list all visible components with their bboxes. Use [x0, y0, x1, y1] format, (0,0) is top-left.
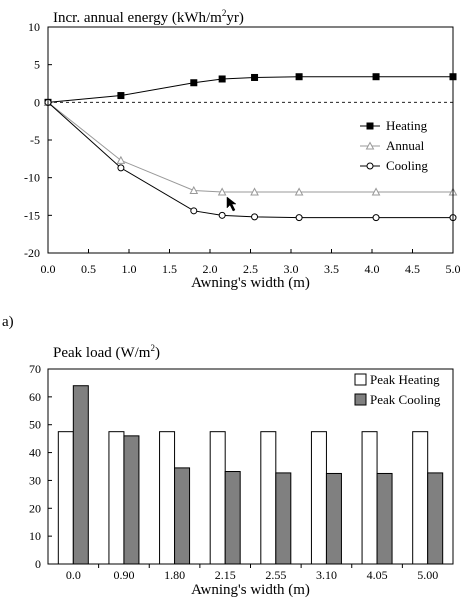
x-tick-label: 4.0: [365, 262, 380, 276]
x-tick-label: 0.0: [41, 262, 56, 276]
category-label: 5.00: [417, 568, 438, 582]
x-tick-label: 2.5: [243, 262, 258, 276]
cooling-data-point: [218, 211, 226, 219]
y-tick-label: 0: [35, 557, 41, 571]
cooling-series-line: [47, 101, 453, 219]
heating-data-point: [372, 73, 380, 81]
category-label: 0.90: [113, 568, 134, 582]
y-tick-label: -15: [24, 208, 40, 222]
heating-legend-label: Heating: [386, 118, 428, 133]
annual-data-point: [371, 187, 381, 196]
peak-heating-bar: [260, 431, 277, 565]
annual-series-line: [47, 101, 453, 193]
y-tick-label: 50: [29, 418, 41, 432]
peak-cooling-legend-swatch: [354, 393, 367, 406]
y-tick-label: 5: [34, 58, 40, 72]
cooling-data-point: [251, 213, 259, 221]
peak-cooling-bar: [224, 471, 241, 565]
cursor-arrow-icon: [226, 196, 237, 212]
heating-data-point: [117, 92, 125, 100]
y-tick-label: 0: [34, 95, 40, 109]
peak-load-bar-chart: Peak load (W/m2) 70 60 50 40 30 20 10 0 0.0 0.90…: [29, 343, 454, 598]
x-tick-label: 3.0: [284, 262, 299, 276]
peak-heating-bar: [412, 431, 429, 565]
y-tick-label: -20: [24, 246, 40, 260]
annual-data-point: [294, 187, 304, 196]
peak-cooling-bar: [275, 472, 292, 565]
y-tick-label: 60: [29, 390, 41, 404]
peak-cooling-bar: [72, 385, 89, 565]
energy-line-chart: Incr. annual energy (kWh/m2yr) 1050-5-10…: [0, 0, 461, 510]
heating-data-point: [295, 73, 303, 81]
peak-cooling-bar: [325, 472, 342, 565]
peak-chart-title: Peak load (W/m2): [53, 343, 160, 361]
x-tick-label: 1.0: [122, 262, 137, 276]
x-tick-label: 3.5: [324, 262, 339, 276]
annual-data-point: [217, 187, 227, 196]
peak-heating-legend-label: Peak Heating: [370, 372, 440, 387]
heating-data-point: [218, 75, 226, 83]
annual-legend-marker: [365, 141, 375, 150]
annual-data-point: [189, 185, 199, 194]
x-tick-label: 2.0: [203, 262, 218, 276]
y-tick-label: 40: [29, 446, 41, 460]
peak-plot-frame: [47, 368, 454, 565]
peak-heating-bar: [361, 431, 378, 565]
heating-data-point: [251, 73, 259, 81]
annual-data-point: [116, 155, 126, 164]
category-label: 1.80: [164, 568, 185, 582]
peak-heating-bar: [209, 431, 226, 565]
category-label: 4.05: [367, 568, 388, 582]
peak-heating-bar: [159, 431, 176, 565]
y-tick-label: -5: [30, 133, 40, 147]
heating-legend-marker: [366, 122, 374, 130]
peak-heating-bar: [310, 431, 327, 565]
annual-data-point: [250, 187, 259, 196]
energy-x-axis-label: Awning's width (m): [191, 275, 310, 291]
peak-cooling-bar: [427, 472, 444, 565]
panel-label: a): [2, 314, 14, 330]
energy-chart-title: Incr. annual energy (kWh/m2yr): [53, 8, 244, 26]
cooling-legend-marker: [366, 162, 374, 170]
y-tick-label: 10: [29, 529, 41, 543]
peak-heating-bar: [108, 431, 125, 565]
y-tick-label: 10: [28, 20, 40, 34]
peak-heating-legend-swatch: [354, 373, 367, 386]
heating-data-point: [190, 79, 198, 87]
cooling-legend-label: Cooling: [386, 158, 428, 173]
cooling-data-point: [372, 214, 380, 222]
category-label: 0.0: [66, 568, 81, 582]
y-tick-label: 20: [29, 501, 41, 515]
cooling-data-point: [117, 164, 125, 172]
heating-series-line: [47, 76, 453, 103]
x-tick-label: 0.5: [81, 262, 96, 276]
energy-plot-frame: [47, 26, 454, 254]
cooling-data-point: [190, 207, 198, 215]
y-tick-label: 70: [29, 362, 41, 376]
x-tick-label: 4.5: [405, 262, 420, 276]
peak-heating-bar: [57, 431, 74, 565]
annual-legend-label: Annual: [386, 138, 425, 153]
peak-cooling-legend-label: Peak Cooling: [370, 392, 441, 407]
y-tick-label: 30: [29, 473, 41, 487]
peak-cooling-bar: [174, 467, 191, 565]
category-label: 2.55: [265, 568, 286, 582]
category-label: 3.10: [316, 568, 337, 582]
category-label: 2.15: [215, 568, 236, 582]
y-tick-label: -10: [24, 171, 40, 185]
x-tick-label: 1.5: [162, 262, 177, 276]
peak-x-axis-label: Awning's width (m): [191, 582, 310, 598]
peak-cooling-bar: [376, 472, 393, 565]
peak-cooling-bar: [123, 435, 140, 565]
x-tick-label: 5.0: [446, 262, 461, 276]
cooling-data-point: [295, 214, 303, 222]
